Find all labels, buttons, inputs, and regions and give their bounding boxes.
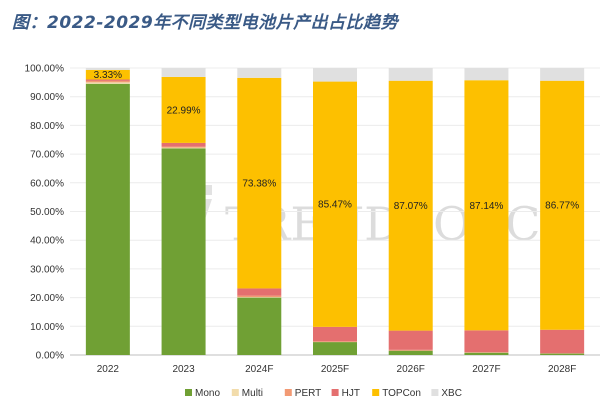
bar-segment-mono-2026f <box>388 350 433 355</box>
y-tick-label: 90.00% <box>30 92 64 103</box>
bar-segment-pert-2024f <box>237 295 282 298</box>
x-tick-label: 2023 <box>172 364 195 375</box>
y-tick-label: 10.00% <box>30 322 64 333</box>
x-tick-label: 2022 <box>97 364 120 375</box>
bar-segment-mono-2023 <box>161 148 206 355</box>
bar-segment-xbc-2023 <box>161 68 206 77</box>
bar-segment-pert-2027f <box>464 352 509 353</box>
legend-item-xbc[interactable]: XBC <box>431 388 462 399</box>
y-tick-label: 70.00% <box>30 150 64 161</box>
bar-segment-pert-2026f <box>388 349 433 351</box>
data-label: 85.47% <box>318 200 352 211</box>
bar-segment-xbc-2024f <box>237 68 282 78</box>
data-labels: 3.33% 22.99% 73.38% 85.47% 87.07% 87.14% 86.77… <box>94 70 580 212</box>
bar-segment-multi-2022 <box>85 82 130 84</box>
bar-segment-topcon-2025f <box>313 81 357 327</box>
legend-swatch <box>331 389 339 396</box>
y-tick-label: 80.00% <box>30 121 64 132</box>
legend-item-hjt[interactable]: HJT <box>331 388 360 399</box>
legend-item-topcon[interactable]: TOPCon <box>372 388 421 399</box>
bar-segment-topcon-2026f <box>388 80 433 331</box>
legend-label: TOPCon <box>382 388 421 399</box>
y-tick-label: 0.00% <box>36 351 64 362</box>
bar-segment-xbc-2027f <box>464 68 509 81</box>
bar-segment-hjt-2023 <box>161 142 206 147</box>
bar-segment-mono-2024f <box>237 297 282 355</box>
bar-segment-pert-2023 <box>161 146 206 148</box>
bar-segment-pert-2025f <box>313 341 357 343</box>
legend-swatch <box>284 389 292 396</box>
legend-label: Multi <box>242 388 263 399</box>
bar-segment-mono-2022 <box>85 83 130 355</box>
bar-segment-topcon-2027f <box>464 80 509 331</box>
data-label: 73.38% <box>242 179 276 190</box>
legend-swatch <box>372 389 380 396</box>
bar-segment-hjt-2027f <box>464 330 509 353</box>
legend-label: PERT <box>295 388 322 399</box>
bar-segment-multi-2024f <box>237 297 282 298</box>
bar-segment-topcon-2024f <box>237 77 282 289</box>
bar-segment-hjt-2024f <box>237 288 282 296</box>
legend-swatch <box>231 389 239 396</box>
x-tick-label: 2026F <box>397 364 425 375</box>
x-axis: 2022 2023 2024F 2025F 2026F 2027F 2028F <box>97 364 577 375</box>
bar-segment-hjt-2028f <box>540 329 585 354</box>
data-label: 87.07% <box>394 201 428 212</box>
bar-segment-mono-2025f <box>313 342 357 355</box>
bar-segment-topcon-2022 <box>85 69 130 80</box>
legend-item-multi[interactable]: Multi <box>231 388 263 399</box>
y-tick-label: 50.00% <box>30 207 64 218</box>
x-tick-label: 2028F <box>548 364 576 375</box>
bar-segment-hjt-2026f <box>388 330 433 350</box>
watermark: TRENDFORCE <box>170 185 574 251</box>
y-tick-label: 100.00% <box>25 64 65 75</box>
bar-segment-mono-2028f <box>540 353 585 355</box>
legend[interactable]: Mono Multi PERT HJT TOPCon XBC <box>185 388 462 399</box>
legend-item-mono[interactable]: Mono <box>185 388 220 399</box>
bar-segment-mono-2027f <box>464 352 509 355</box>
data-label: 87.14% <box>469 201 503 212</box>
x-tick-label: 2027F <box>472 364 500 375</box>
bar-segment-xbc-2028f <box>540 68 585 81</box>
x-tick-label: 2025F <box>321 364 349 375</box>
data-label: 22.99% <box>167 105 201 116</box>
legend-label: XBC <box>441 388 462 399</box>
y-tick-label: 20.00% <box>30 293 64 304</box>
y-tick-label: 30.00% <box>30 264 64 275</box>
bar-segment-topcon-2028f <box>540 80 585 330</box>
y-tick-label: 60.00% <box>30 178 64 189</box>
legend-item-pert[interactable]: PERT <box>284 388 322 399</box>
y-axis: 0.00% 10.00% 20.00% 30.00% 40.00% 50.00% 60.00… <box>25 64 65 362</box>
data-label: 86.77% <box>545 201 579 212</box>
chart-title: 图：2022-2029年不同类型电池片产出占比趋势 <box>12 13 399 33</box>
legend-label: Mono <box>195 388 220 399</box>
bar-segment-hjt-2025f <box>313 326 357 342</box>
bar-segment-xbc-2026f <box>388 68 433 81</box>
data-label: 3.33% <box>94 70 122 81</box>
bar-segment-hjt-2022 <box>85 79 130 81</box>
bar-segment-xbc-2022 <box>85 68 130 70</box>
bar-segment-xbc-2025f <box>313 68 357 82</box>
bars <box>85 68 585 355</box>
bar-segment-multi-2023 <box>161 147 206 149</box>
bar-segment-topcon-2023 <box>161 76 206 143</box>
legend-label: HJT <box>342 388 360 399</box>
y-tick-label: 40.00% <box>30 236 64 247</box>
x-tick-label: 2024F <box>245 364 273 375</box>
legend-swatch <box>185 389 192 396</box>
bar-segment-pert-2022 <box>85 80 130 83</box>
legend-swatch <box>431 389 439 396</box>
